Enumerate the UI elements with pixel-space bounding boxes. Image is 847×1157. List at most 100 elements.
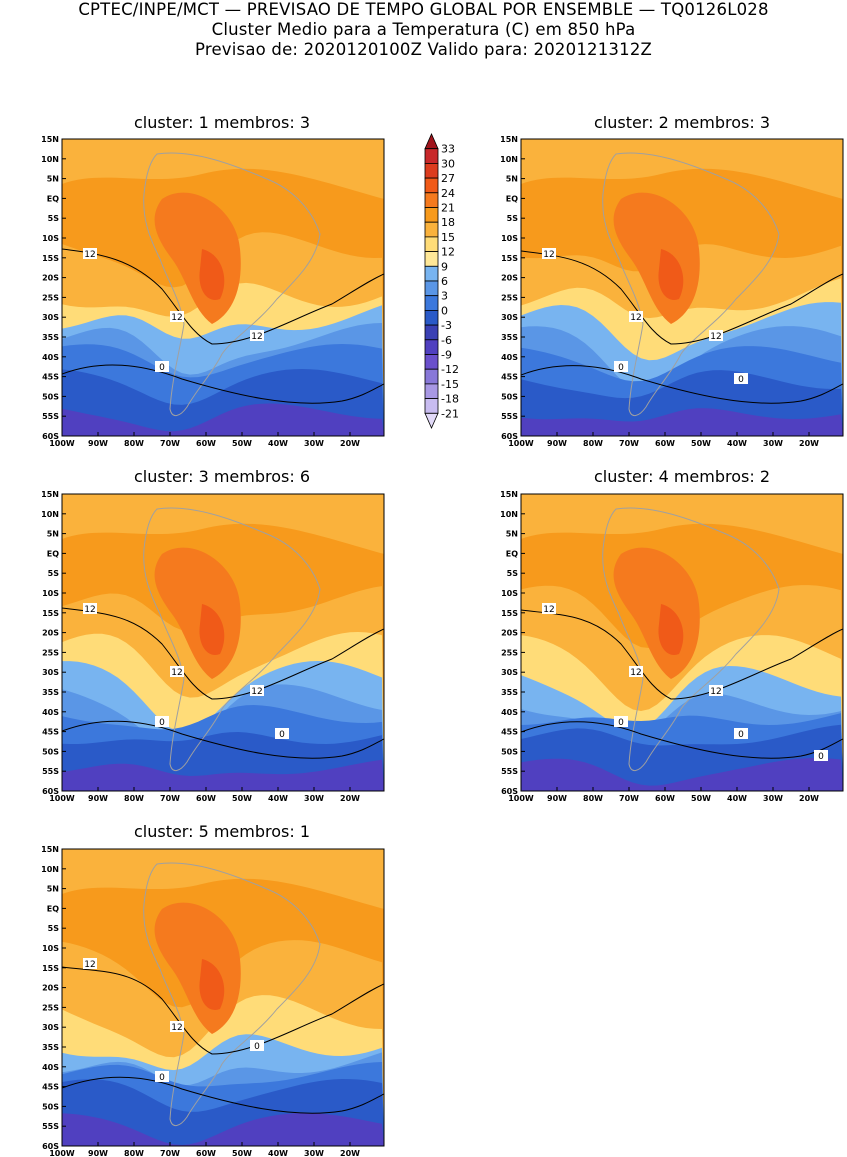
colorbar-level-label: -12 <box>441 363 459 376</box>
latitude-tick-label: EQ <box>506 194 518 203</box>
longitude-tick-label: 40W <box>727 439 747 448</box>
latitude-tick-label: 15N <box>41 135 59 144</box>
latitude-tick-label: 5S <box>48 214 60 223</box>
panel-title-cluster-4: cluster: 4 membros: 2 <box>593 467 771 486</box>
longitude-tick-label: 80W <box>124 794 144 803</box>
latitude-tick-label: 10S <box>501 234 518 243</box>
latitude-tick-label: 20S <box>501 274 518 283</box>
contour-label: 12 <box>84 605 95 615</box>
latitude-tick-label: 15S <box>501 609 518 618</box>
latitude-tick-label: 10N <box>41 155 59 164</box>
longitude-tick-label: 50W <box>232 439 252 448</box>
contour-label: 0 <box>279 730 285 740</box>
latitude-tick-label: 50S <box>42 1102 59 1111</box>
latitude-tick-label: 60S <box>501 432 518 441</box>
latitude-tick-label: 45S <box>42 373 59 382</box>
latitude-tick-label: 40S <box>501 353 518 362</box>
map-panel-4: 12 12 12 0 0 0 15N 10N 5N EQ 5S 10S 15S 20S 25S 30S 35S 4… <box>500 490 844 803</box>
latitude-tick-label: 45S <box>42 1083 59 1092</box>
latitude-tick-label: 10N <box>41 510 59 519</box>
longitude-tick-label: 90W <box>547 794 567 803</box>
longitude-tick-label: 40W <box>268 439 288 448</box>
longitude-tick-label: 60W <box>196 794 216 803</box>
latitude-tick-label: 5N <box>47 175 59 184</box>
latitude-tick-label: 5S <box>48 569 60 578</box>
colorbar-level-label: -9 <box>441 349 452 362</box>
contour-label: 12 <box>84 250 95 260</box>
contour-label: 0 <box>159 1073 165 1083</box>
latitude-tick-label: 40S <box>42 353 59 362</box>
colorbar-level-label: -3 <box>441 319 452 332</box>
map-panel-3: 12 12 12 0 0 15N 10N 5N EQ 5S 10S 15S 20S 25S 30S 35S 40… <box>41 490 385 803</box>
map-panel-2: 12 12 12 0 0 15N 10N 5N EQ 5S 10S 15S 20S 25S 30S 35S 40… <box>500 135 844 448</box>
colorbar-level-label: 6 <box>441 275 448 288</box>
contour-label: 0 <box>159 718 165 728</box>
latitude-tick-label: 10N <box>41 865 59 874</box>
latitude-tick-label: 5S <box>507 214 519 223</box>
colorbar-swatch <box>424 398 439 414</box>
latitude-tick-label: 55S <box>42 767 59 776</box>
latitude-tick-label: 30S <box>42 1023 59 1032</box>
contour-label: 12 <box>710 687 721 697</box>
colorbar-level-label: 15 <box>441 231 455 244</box>
contour-label: 12 <box>171 313 182 323</box>
longitude-tick-label: 60W <box>655 794 675 803</box>
latitude-tick-label: EQ <box>47 549 59 558</box>
colorbar-level-label: 3 <box>441 290 448 303</box>
colorbar-swatch <box>424 383 439 399</box>
latitude-tick-label: 50S <box>42 747 59 756</box>
longitude-tick-label: 90W <box>547 439 567 448</box>
colorbar-swatch <box>424 148 439 164</box>
colorbar-swatch <box>424 309 439 326</box>
panel-title-cluster-1: cluster: 1 membros: 3 <box>133 113 311 132</box>
panel-title-cluster-2: cluster: 2 membros: 3 <box>593 113 771 132</box>
contour-label: 0 <box>738 375 744 385</box>
longitude-tick-label: 30W <box>763 794 783 803</box>
latitude-tick-label: 15N <box>500 135 518 144</box>
contour-label: 12 <box>251 687 262 697</box>
colorbar-level-label: -6 <box>441 334 452 347</box>
latitude-tick-label: 35S <box>42 333 59 342</box>
latitude-tick-label: 10S <box>501 589 518 598</box>
colorbar-swatch <box>424 339 439 355</box>
latitude-tick-label: 45S <box>42 728 59 737</box>
latitude-tick-label: 5S <box>48 924 60 933</box>
latitude-tick-label: 35S <box>42 688 59 697</box>
latitude-tick-label: 30S <box>42 313 59 322</box>
longitude-tick-label: 80W <box>583 794 603 803</box>
contour-label: 12 <box>543 250 554 260</box>
latitude-tick-label: 15N <box>500 490 518 499</box>
longitude-tick-label: 90W <box>88 1149 108 1157</box>
latitude-tick-label: 60S <box>501 787 518 796</box>
longitude-tick-label: 100W <box>508 439 534 448</box>
latitude-tick-label: 20S <box>42 629 59 638</box>
longitude-tick-label: 80W <box>124 1149 144 1157</box>
latitude-tick-label: 10N <box>500 510 518 519</box>
latitude-tick-label: EQ <box>47 904 59 913</box>
latitude-tick-label: 15S <box>42 609 59 618</box>
colorbar-level-label: 18 <box>441 216 455 229</box>
latitude-tick-label: 30S <box>501 668 518 677</box>
colorbar-swatch <box>424 251 439 267</box>
contour-label: 0 <box>738 730 744 740</box>
colorbar-level-label: 12 <box>441 246 455 259</box>
latitude-tick-label: 55S <box>42 1122 59 1131</box>
panel-title-cluster-3: cluster: 3 membros: 6 <box>133 467 311 486</box>
latitude-tick-label: 50S <box>501 747 518 756</box>
latitude-tick-label: 45S <box>501 728 518 737</box>
longitude-tick-label: 60W <box>655 439 675 448</box>
longitude-tick-label: 40W <box>727 794 747 803</box>
latitude-tick-label: 40S <box>501 708 518 717</box>
colorbar-swatch <box>424 221 439 238</box>
longitude-tick-label: 100W <box>49 439 75 448</box>
latitude-tick-label: 5N <box>47 530 59 539</box>
colorbar-level-label: -15 <box>441 378 459 391</box>
latitude-tick-label: 35S <box>501 333 518 342</box>
longitude-tick-label: 40W <box>268 1149 288 1157</box>
latitude-tick-label: 25S <box>42 648 59 657</box>
colorbar-swatch <box>424 162 439 179</box>
contour-label: 12 <box>543 605 554 615</box>
latitude-tick-label: 10N <box>500 155 518 164</box>
